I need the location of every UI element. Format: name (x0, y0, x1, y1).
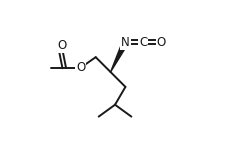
Text: O: O (156, 36, 166, 49)
Text: O: O (57, 39, 66, 52)
Text: N: N (121, 36, 130, 49)
Text: O: O (76, 61, 85, 74)
Polygon shape (111, 41, 128, 72)
Text: C: C (139, 36, 148, 49)
